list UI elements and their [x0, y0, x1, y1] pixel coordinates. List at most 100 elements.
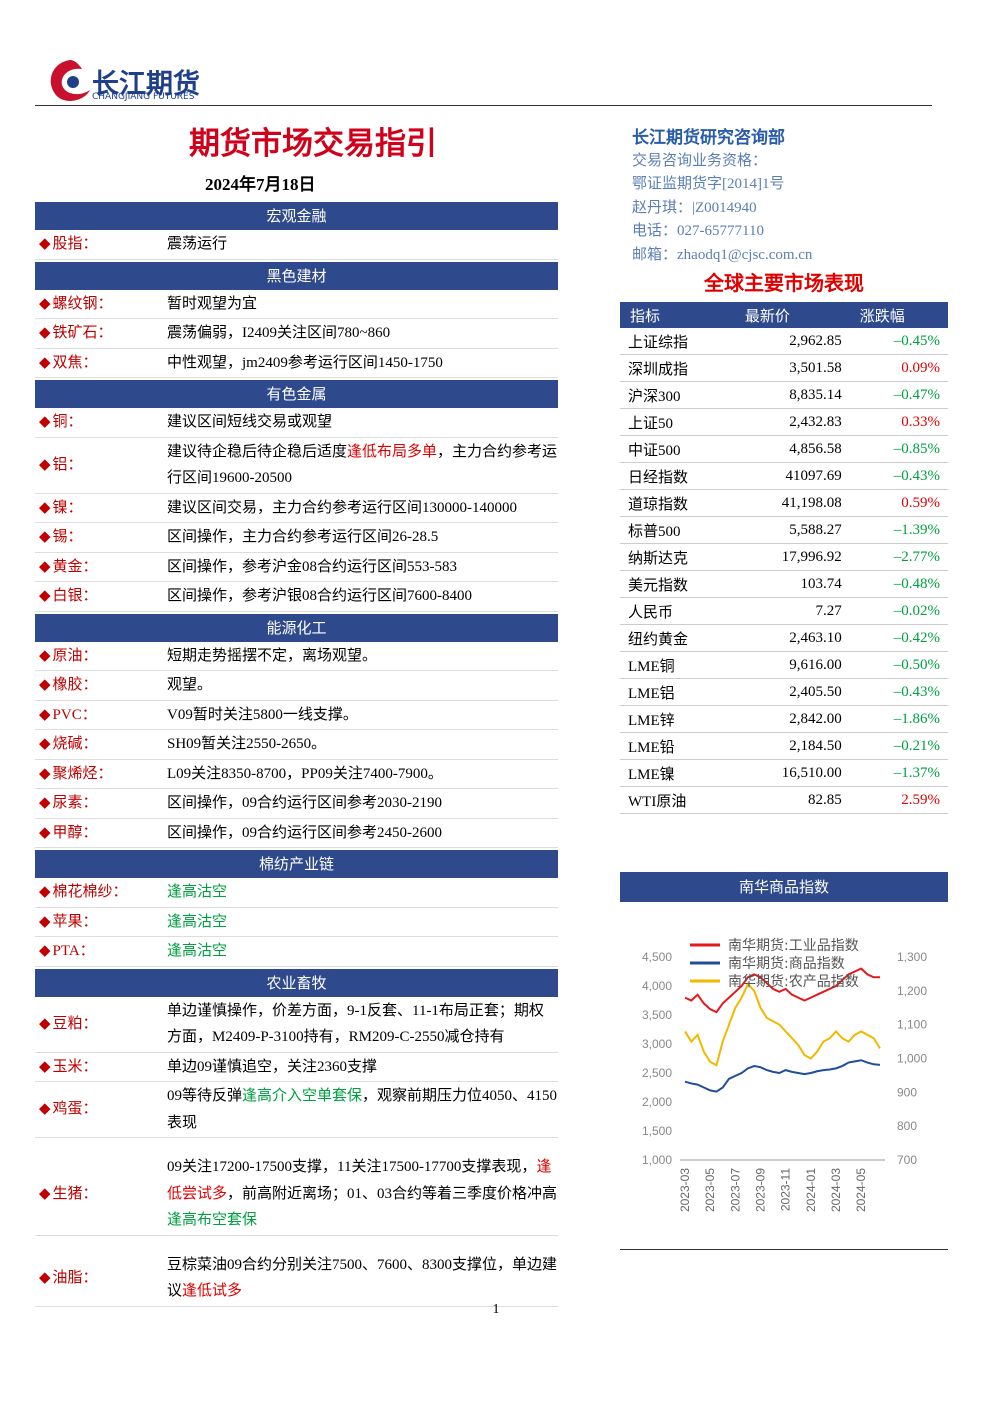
row: 上证50 2,432.83 0.33%: [620, 408, 948, 436]
cell: LME锌: [620, 705, 735, 733]
item-text: 区间操作，09合约运行区间参考2450-2600: [167, 820, 558, 847]
cell: –0.45%: [849, 328, 948, 355]
text-segment: 09关注17200-17500支撑，11关注17500-17700支撑表现，: [167, 1159, 537, 1175]
x-tick-label: 2023-11: [779, 1168, 793, 1211]
header-cell: 涨跌幅: [849, 302, 948, 328]
item: 玉米：单边09谨慎追空，关注2360支撑: [35, 1053, 558, 1082]
x-tick-label: 2023-05: [703, 1168, 717, 1212]
item-text: 09关注17200-17500支撑，11关注17500-17700支撑表现，逢低…: [167, 1154, 558, 1234]
section: 能源化工原油：短期走势摇摆不定，离场观望。橡胶：观望。PVC：V09暂时关注58…: [35, 613, 558, 848]
tick-label: 1,200: [897, 984, 927, 998]
text-segment: 观望。: [167, 677, 213, 693]
tick-label: 4,500: [642, 950, 672, 964]
item-label: 铁矿石：: [35, 320, 167, 347]
series-line: [684, 1059, 881, 1093]
chart-rule: [620, 1249, 948, 1250]
header-cell: 指标: [620, 302, 735, 328]
item: 豆粕：单边谨慎操作，价差方面，9-1反套、11-1布局正套；期权方面，M2409…: [35, 997, 558, 1053]
cell: 2,405.50: [734, 678, 850, 706]
tick-label: 2,500: [642, 1066, 672, 1080]
item-text: 暂时观望为宜: [167, 291, 558, 318]
cell: LME镍: [620, 759, 735, 787]
cell: 上证50: [620, 408, 735, 436]
row: 深圳成指 3,501.58 0.09%: [620, 354, 948, 382]
text-segment: 逢高布空套保: [167, 1212, 258, 1228]
cell: 103.74: [734, 570, 850, 598]
cell: 2,463.10: [734, 624, 850, 652]
contact-line: 鄂证监期货字[2014]1号: [632, 176, 785, 192]
item-label: 铜：: [35, 409, 167, 436]
row: LME锌 2,842.00 –1.86%: [620, 705, 948, 733]
cell: 7.27: [734, 597, 850, 625]
tick-label: 3,000: [642, 1037, 672, 1051]
item: 生猪：09关注17200-17500支撑，11关注17500-17700支撑表现…: [35, 1138, 558, 1236]
cell: 深圳成指: [620, 354, 735, 382]
item-label: 镍：: [35, 495, 167, 522]
item-label: 黄金：: [35, 554, 167, 581]
item: 黄金：区间操作，参考沪金08合约运行区间553-583: [35, 553, 558, 582]
tick-label: 1,000: [642, 1153, 672, 1167]
logo-en: CHANGJIANG FUTURES: [92, 92, 195, 102]
item: 锡：区间操作，主力合约参考运行区间26-28.5: [35, 523, 558, 553]
item-text: SH09暂关注2550-2650。: [167, 731, 558, 758]
cell: 道琼指数: [620, 489, 735, 517]
item: 聚烯烃：L09关注8350-8700，PP09关注7400-7900。: [35, 760, 558, 789]
date: 2024年7月18日: [205, 175, 316, 194]
item: 铜：建议区间短线交易或观望: [35, 408, 558, 438]
item: 股指：震荡运行: [35, 230, 558, 260]
text-segment: 逢高介入空单套保: [242, 1088, 363, 1104]
text-segment: 区间操作，09合约运行区间参考2450-2600: [167, 824, 442, 841]
text-segment: 逢高沽空: [167, 884, 228, 900]
text-segment: 暂时观望为宜: [167, 295, 258, 312]
item-text: 区间操作，参考沪金08合约运行区间553-583: [167, 554, 558, 581]
cell: 中证500: [620, 435, 735, 463]
text-segment: 逢高沽空: [167, 943, 228, 959]
item: 烧碱：SH09暂关注2550-2650。: [35, 730, 558, 760]
item-label: 鸡蛋：: [35, 1083, 167, 1136]
item: 铁矿石：震荡偏弱，I2409关注区间780~860: [35, 319, 558, 349]
cell: –0.43%: [849, 678, 948, 706]
page-number: 1: [492, 1302, 500, 1317]
cell: 4,856.58: [734, 435, 850, 463]
text-segment: 单边谨慎操作，价差方面，9-1反套、11-1布局正套；期权方面，M2409-P-…: [167, 1002, 544, 1046]
item-label: 苹果：: [35, 909, 167, 936]
item: 尿素：区间操作，09合约运行区间参考2030-2190: [35, 789, 558, 819]
text-segment: 区间操作，参考沪银08合约运行区间7600-8400: [167, 588, 472, 604]
text-segment: 09等待反弹: [167, 1088, 243, 1104]
item-label: 甲醇：: [35, 820, 167, 847]
cell: 0.59%: [849, 489, 948, 517]
item-text: 短期走势摇摆不定，离场观望。: [167, 643, 558, 670]
text-segment: 豆棕菜油09合约分别关注7500、7600、8300支撑位，单边建议: [167, 1256, 558, 1300]
cell: 纽约黄金: [620, 624, 735, 652]
item-text: 逢高沽空: [167, 909, 558, 936]
item-label: 豆粕：: [35, 998, 167, 1051]
cell: 标普500: [620, 516, 735, 544]
item-text: 09等待反弹逢高介入空单套保，观察前期压力位4050、4150表现: [167, 1083, 558, 1136]
cell: 2,962.85: [734, 328, 850, 355]
item: 白银：区间操作，参考沪银08合约运行区间7600-8400: [35, 582, 558, 612]
x-tick-label: 2023-09: [753, 1168, 767, 1212]
chart-title: 南华商品指数: [620, 872, 948, 902]
title: 期货市场交易指引: [189, 126, 437, 162]
cell: –1.86%: [849, 705, 948, 733]
item-label: PTA：: [35, 938, 167, 965]
item: 原油：短期走势摇摆不定，离场观望。: [35, 642, 558, 671]
section-header: 农业畜牧: [35, 968, 558, 997]
cell: LME铅: [620, 732, 735, 760]
row: 沪深300 8,835.14 –0.47%: [620, 381, 948, 409]
cell: 0.09%: [849, 354, 948, 382]
x-tick-label: 2024-03: [829, 1168, 843, 1212]
item-text: L09关注8350-8700，PP09关注7400-7900。: [167, 761, 558, 788]
section-header: 有色金属: [35, 380, 558, 408]
legend-label: 南华期货:商品指数: [728, 955, 845, 972]
cell: 3,501.58: [734, 354, 850, 382]
text-segment: V09暂时关注5800一线支撑。: [167, 706, 358, 723]
item-label: PVC：: [35, 702, 167, 729]
item-text: 震荡运行: [167, 231, 558, 258]
dept: 长江期货研究咨询部: [632, 128, 785, 147]
cell: 41,198.08: [734, 489, 850, 517]
item-text: 建议区间短线交易或观望: [167, 409, 558, 436]
cell: 5,588.27: [734, 516, 850, 544]
cell: –2.77%: [849, 543, 948, 571]
section-header: 黑色建材: [35, 261, 558, 290]
